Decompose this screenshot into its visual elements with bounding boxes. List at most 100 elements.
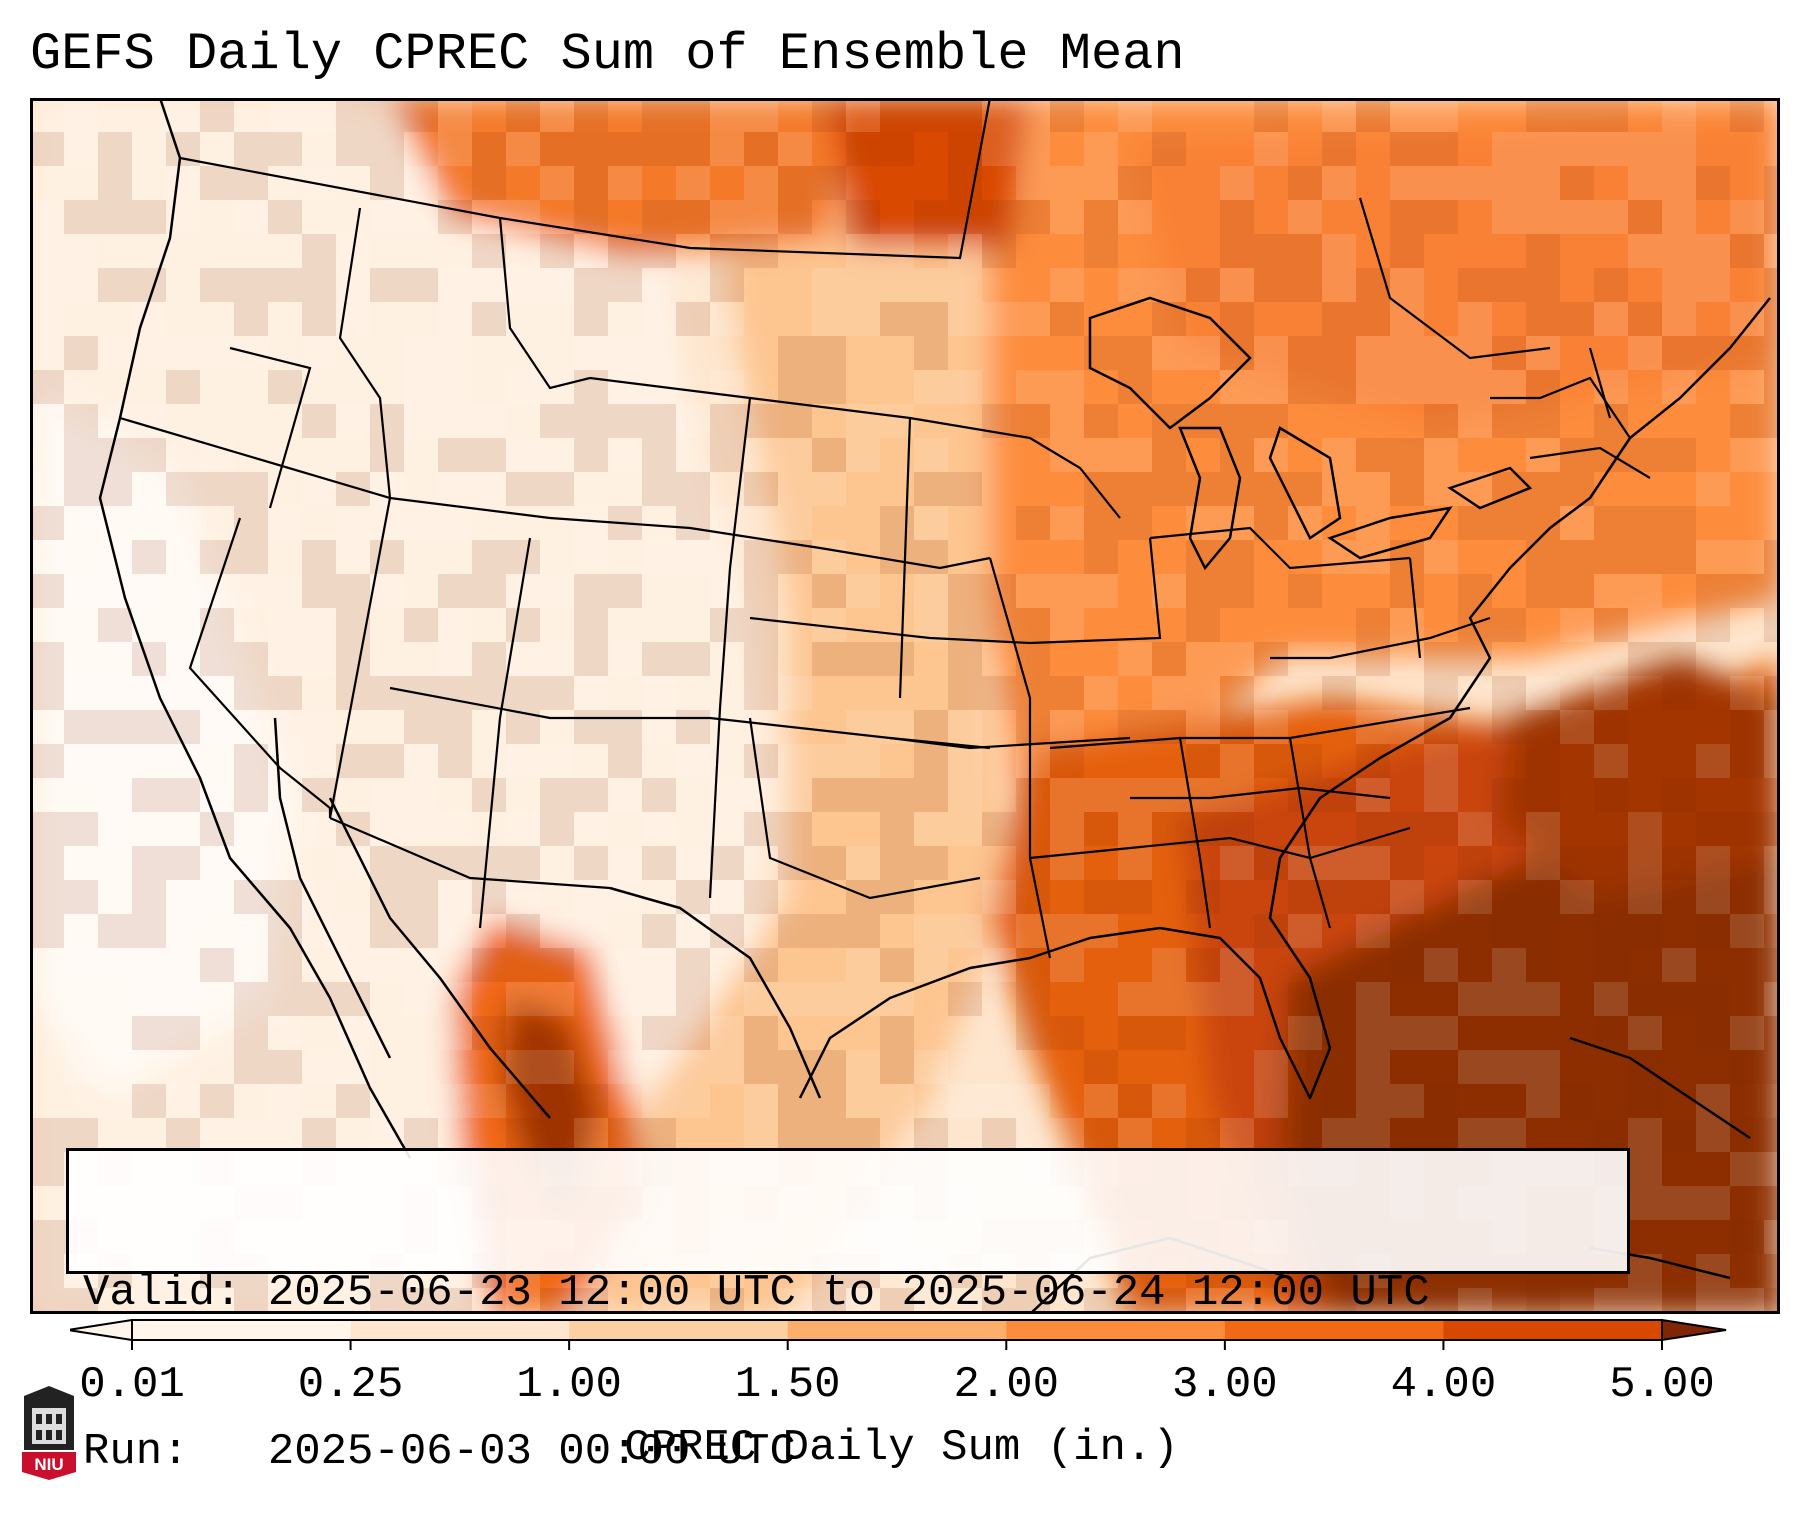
texture-cell	[1628, 336, 1662, 370]
texture-cell	[914, 268, 948, 302]
texture-cell	[1662, 98, 1696, 132]
texture-cell	[1458, 1288, 1492, 1314]
texture-cell	[472, 166, 506, 200]
texture-cell	[1526, 880, 1560, 914]
texture-cell	[268, 370, 302, 404]
texture-cell	[302, 234, 336, 268]
texture-cell	[1730, 1288, 1764, 1314]
texture-cell	[1322, 676, 1356, 710]
texture-cell	[1322, 540, 1356, 574]
texture-cell	[132, 302, 166, 336]
texture-cell	[472, 880, 506, 914]
texture-cell	[982, 234, 1016, 268]
texture-cell	[1696, 744, 1730, 778]
texture-cell	[506, 846, 540, 880]
texture-cell	[1084, 1118, 1118, 1152]
texture-cell	[676, 982, 710, 1016]
texture-cell	[948, 1288, 982, 1314]
texture-cell	[812, 268, 846, 302]
texture-cell	[1254, 404, 1288, 438]
colorbar-label: CPREC Daily Sum (in.)	[624, 1423, 1179, 1473]
texture-cell	[132, 404, 166, 438]
texture-cell	[1730, 812, 1764, 846]
texture-cell	[574, 98, 608, 132]
texture-cell	[1424, 200, 1458, 234]
texture-cell	[1764, 1050, 1780, 1084]
texture-cell	[1356, 1016, 1390, 1050]
texture-cell	[506, 812, 540, 846]
texture-cell	[846, 438, 880, 472]
colorbar-segment	[787, 1320, 1007, 1340]
texture-cell	[1220, 642, 1254, 676]
texture-cell	[1526, 982, 1560, 1016]
texture-cell	[1050, 574, 1084, 608]
texture-cell	[302, 1288, 336, 1314]
texture-cell	[1628, 302, 1662, 336]
texture-cell	[1254, 506, 1288, 540]
texture-cell	[1186, 404, 1220, 438]
texture-cell	[744, 676, 778, 710]
texture-cell	[744, 574, 778, 608]
texture-cell	[404, 778, 438, 812]
texture-cell	[880, 132, 914, 166]
niu-logo: NIU	[20, 1386, 78, 1480]
texture-cell	[948, 268, 982, 302]
texture-cell	[1084, 1050, 1118, 1084]
texture-cell	[1764, 948, 1780, 982]
texture-cell	[948, 608, 982, 642]
texture-cell	[846, 914, 880, 948]
texture-cell	[812, 98, 846, 132]
texture-cell	[574, 676, 608, 710]
texture-cell	[166, 506, 200, 540]
texture-cell	[1662, 166, 1696, 200]
texture-cell	[1356, 846, 1390, 880]
texture-cell	[200, 98, 234, 132]
texture-cell	[302, 336, 336, 370]
texture-cell	[506, 540, 540, 574]
texture-cell	[336, 404, 370, 438]
texture-cell	[302, 914, 336, 948]
texture-cell	[880, 234, 914, 268]
texture-cell	[1016, 98, 1050, 132]
texture-cell	[438, 302, 472, 336]
texture-cell	[642, 676, 676, 710]
texture-cell	[1628, 166, 1662, 200]
texture-cell	[744, 608, 778, 642]
svg-text:NIU: NIU	[34, 1455, 63, 1474]
texture-cell	[608, 846, 642, 880]
texture-cell	[506, 472, 540, 506]
texture-cell	[1084, 234, 1118, 268]
texture-cell	[710, 1016, 744, 1050]
texture-cell	[98, 710, 132, 744]
texture-cell	[370, 914, 404, 948]
texture-cell	[1526, 1050, 1560, 1084]
texture-cell	[744, 1118, 778, 1152]
texture-cell	[642, 1050, 676, 1084]
texture-cell	[1424, 948, 1458, 982]
texture-cell	[1424, 1084, 1458, 1118]
texture-cell	[234, 506, 268, 540]
texture-cell	[710, 98, 744, 132]
texture-cell	[234, 982, 268, 1016]
texture-cell	[540, 166, 574, 200]
run-value: 2025-06-03 00:00 UTC	[267, 1427, 796, 1477]
texture-cell	[1764, 336, 1780, 370]
texture-cell	[676, 200, 710, 234]
texture-cell	[948, 710, 982, 744]
texture-cell	[1526, 744, 1560, 778]
texture-cell	[778, 1084, 812, 1118]
texture-cell	[846, 846, 880, 880]
map-title: GEFS Daily CPREC Sum of Ensemble Mean	[30, 25, 1185, 84]
texture-cell	[1594, 676, 1628, 710]
texture-cell	[608, 778, 642, 812]
texture-cell	[1220, 200, 1254, 234]
texture-cell	[98, 914, 132, 948]
texture-cell	[1118, 98, 1152, 132]
texture-cell	[914, 472, 948, 506]
texture-cell	[1492, 200, 1526, 234]
texture-cell	[1662, 540, 1696, 574]
texture-cell	[1764, 268, 1780, 302]
texture-cell	[438, 846, 472, 880]
texture-cell	[1220, 404, 1254, 438]
texture-cell	[1764, 608, 1780, 642]
